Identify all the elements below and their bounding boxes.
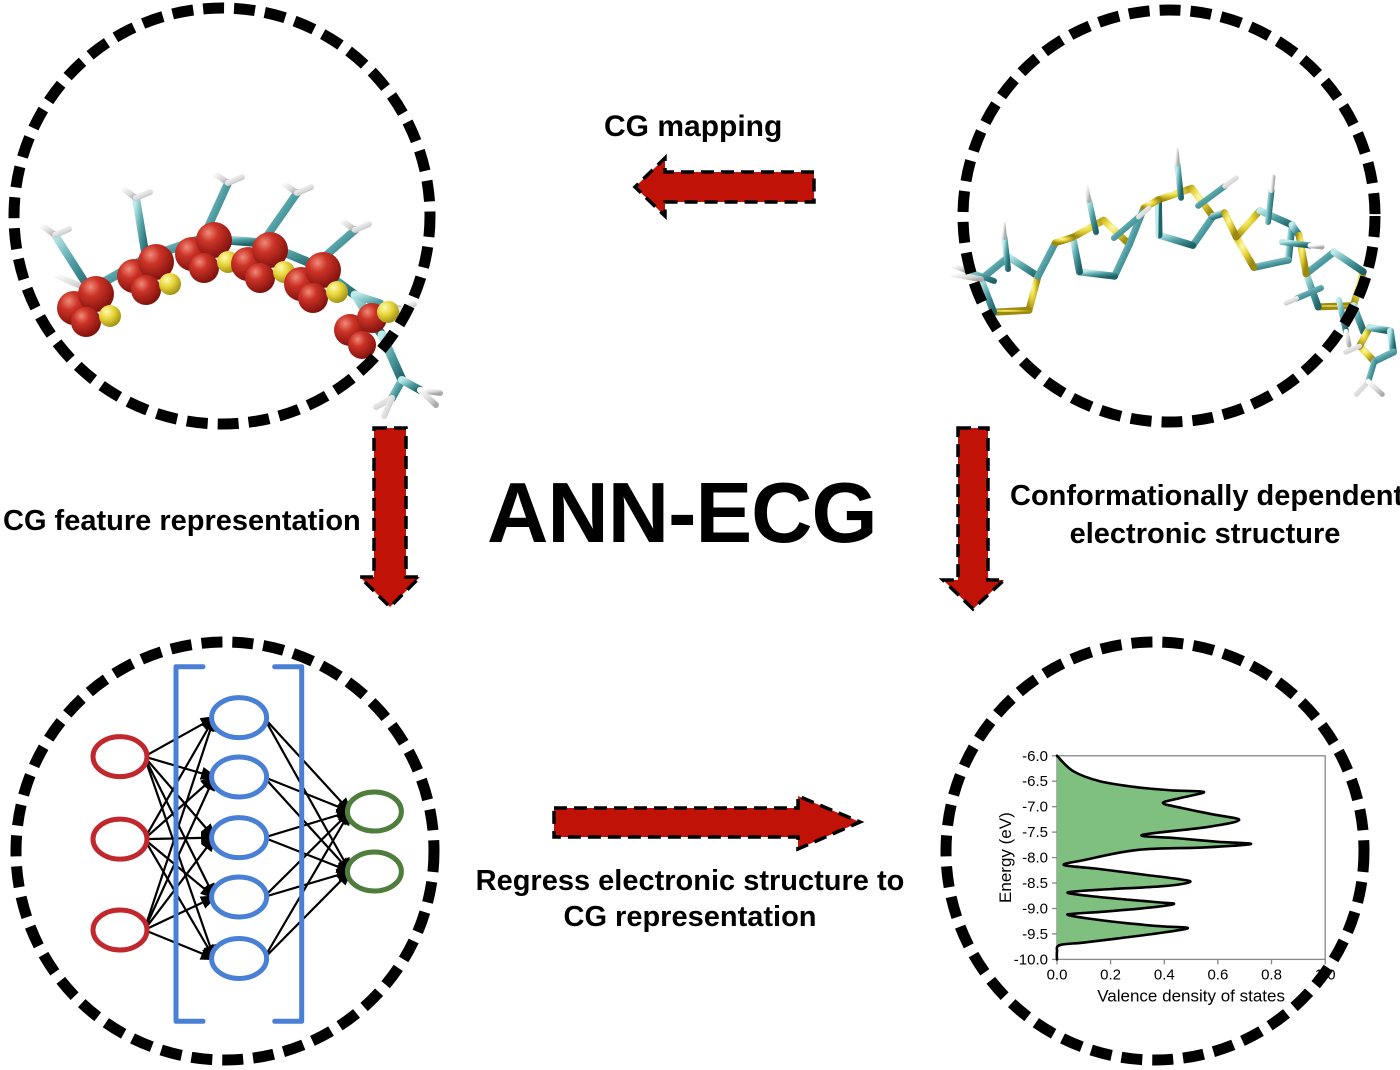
svg-text:0.4: 0.4	[1154, 966, 1175, 983]
svg-text:-9.5: -9.5	[1022, 926, 1048, 943]
svg-text:-8.0: -8.0	[1022, 850, 1048, 867]
svg-text:-10.0: -10.0	[1014, 951, 1048, 968]
svg-text:0.8: 0.8	[1261, 966, 1282, 983]
svg-text:-8.5: -8.5	[1022, 875, 1048, 892]
svg-text:0.2: 0.2	[1100, 966, 1121, 983]
svg-text:0.0: 0.0	[1047, 966, 1068, 983]
svg-text:0.6: 0.6	[1207, 966, 1228, 983]
svg-text:Valence density of states: Valence density of states	[1097, 986, 1285, 1005]
svg-text:-9.0: -9.0	[1022, 901, 1048, 918]
svg-text:-7.0: -7.0	[1022, 799, 1048, 816]
svg-text:-6.0: -6.0	[1022, 748, 1048, 765]
svg-text:1.0: 1.0	[1315, 966, 1336, 983]
svg-text:Energy (eV): Energy (eV)	[996, 812, 1015, 903]
svg-text:-7.5: -7.5	[1022, 824, 1048, 841]
svg-text:-6.5: -6.5	[1022, 773, 1048, 790]
